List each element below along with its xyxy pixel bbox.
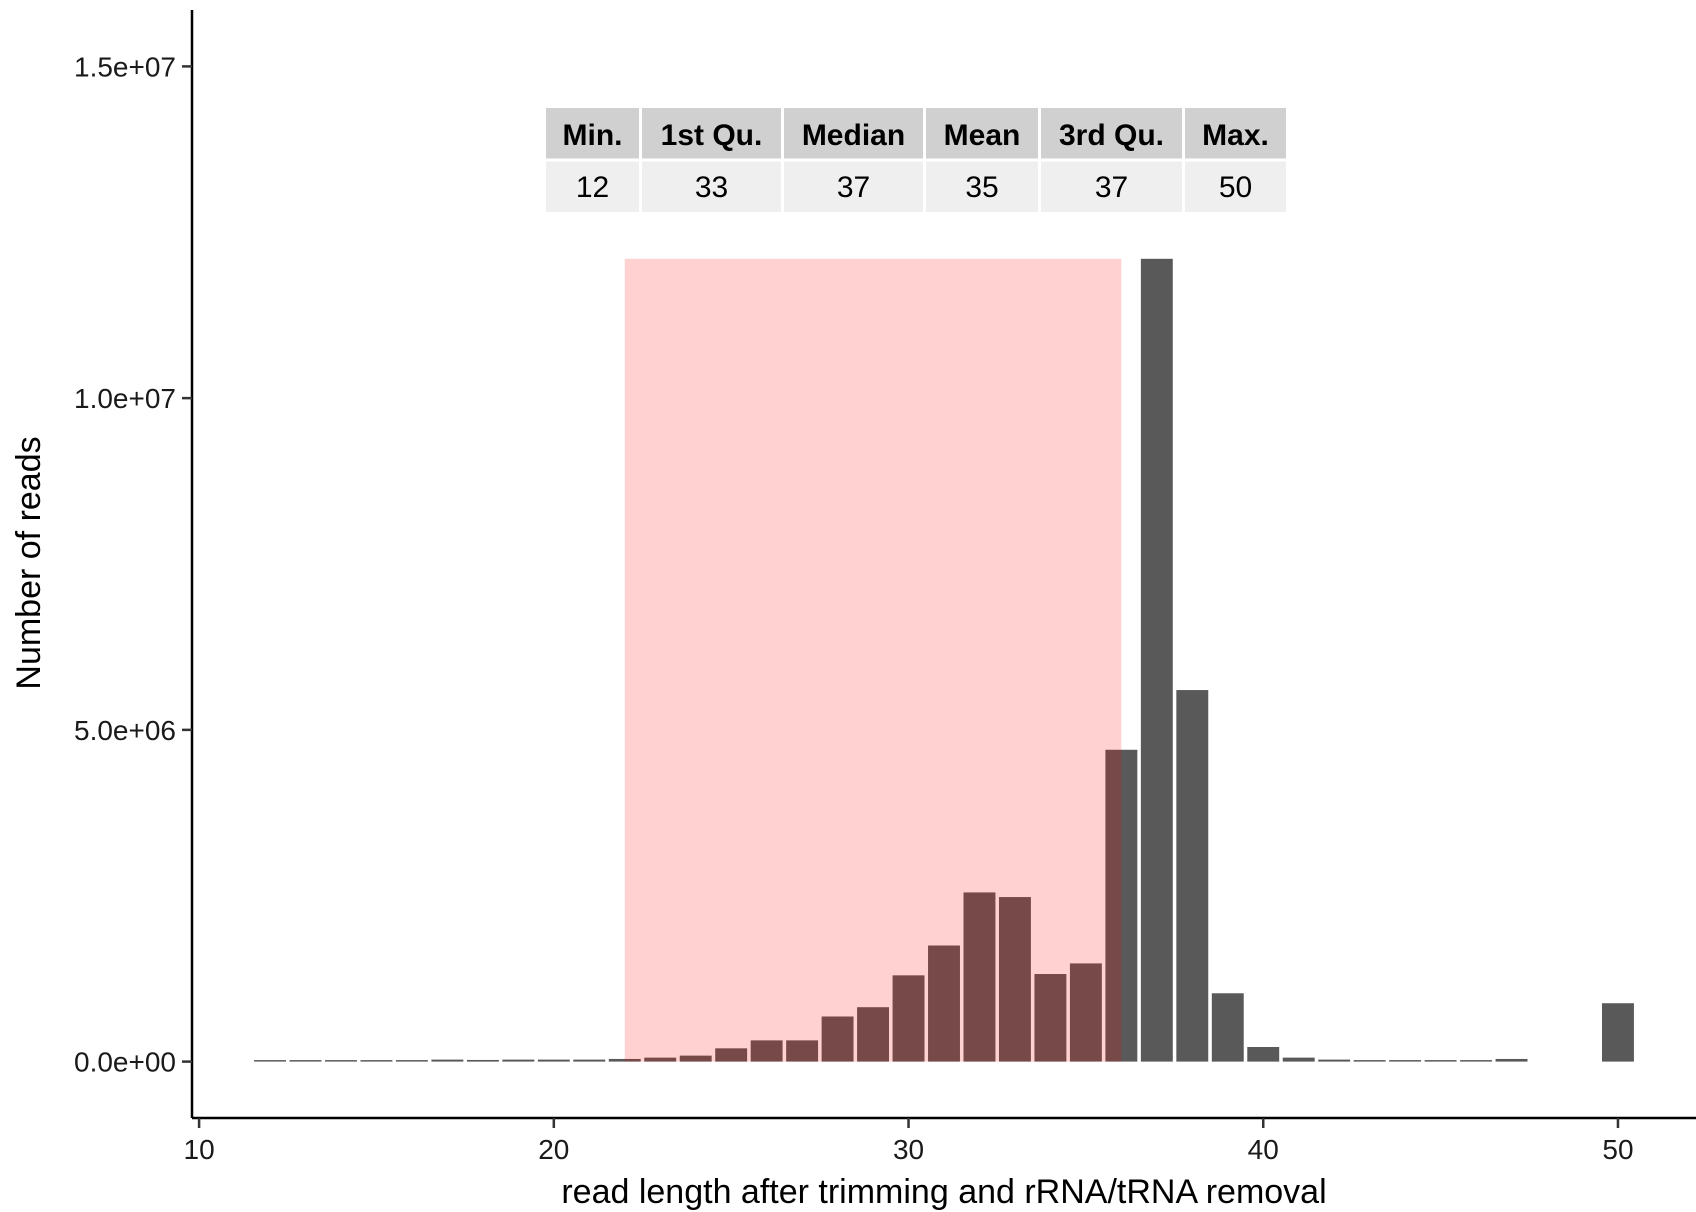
bar-50 — [1602, 1003, 1634, 1062]
table-header-cell — [1185, 108, 1286, 160]
bar-33 — [998, 897, 1031, 1062]
bar-43 — [1353, 1060, 1386, 1062]
table-value-cell — [1185, 160, 1286, 212]
bar-32 — [963, 892, 996, 1062]
bar-22 — [608, 1058, 641, 1062]
table-value-label: 37 — [837, 171, 870, 204]
bar-36 — [1105, 749, 1138, 1062]
bar-24 — [679, 1055, 712, 1062]
bar-35 — [1069, 963, 1102, 1062]
table-header-cell — [784, 108, 923, 160]
table-header-cell — [546, 108, 639, 160]
table-row-divider — [546, 158, 1286, 162]
table-header-label: Mean — [944, 119, 1021, 152]
y-tick-label: 1.5e+07 — [74, 51, 176, 82]
table-value-cell — [1041, 160, 1182, 212]
x-tick-label: 30 — [893, 1134, 924, 1165]
bar-39 — [1211, 993, 1244, 1062]
bar-26 — [750, 1040, 783, 1062]
highlight-region — [624, 258, 1122, 1062]
y-tick-label: 1.0e+07 — [74, 383, 176, 414]
bar-16 — [395, 1060, 428, 1062]
table-header-label: Median — [802, 119, 905, 152]
table-value-label: 37 — [1095, 171, 1128, 204]
x-tick-label: 10 — [184, 1134, 215, 1165]
table-value-cell — [642, 160, 781, 212]
bar-45 — [1424, 1060, 1457, 1062]
bar-29 — [857, 1007, 890, 1062]
bar-13 — [289, 1060, 322, 1062]
table-value-cell — [546, 160, 639, 212]
bar-27 — [786, 1040, 819, 1062]
bar-20 — [537, 1059, 570, 1062]
x-axis-ticks: 10 20 30 40 50 — [184, 1118, 1634, 1165]
bar-15 — [360, 1060, 393, 1062]
summary-table: Min. 12 1st Qu. 33 Median 37 Mean 35 3rd Qu. 37 Ma… — [546, 108, 1286, 212]
bar-30 — [892, 975, 925, 1062]
bar-46 — [1460, 1060, 1493, 1062]
bar-18 — [466, 1059, 499, 1062]
bar-42 — [1318, 1059, 1351, 1062]
bar-12 — [254, 1060, 286, 1062]
bar-21 — [573, 1059, 606, 1062]
y-tick-label: 5.0e+06 — [74, 715, 176, 746]
y-tick-label: 0.0e+00 — [74, 1047, 176, 1078]
bar-40 — [1247, 1047, 1280, 1062]
y-axis-title: Number of reads — [10, 436, 48, 689]
table-header-cell — [642, 108, 781, 160]
table-header-cell — [926, 108, 1038, 160]
bar-44 — [1389, 1060, 1422, 1062]
table-value-label: 33 — [695, 171, 728, 204]
bar-28 — [821, 1016, 854, 1062]
x-tick-label: 40 — [1248, 1134, 1279, 1165]
bar-31 — [928, 945, 960, 1062]
bar-25 — [715, 1048, 748, 1062]
x-tick-label: 50 — [1602, 1134, 1633, 1165]
bar-41 — [1282, 1057, 1315, 1062]
table-header-label: 3rd Qu. — [1059, 119, 1164, 152]
table-header-cell — [1041, 108, 1182, 160]
bar-14 — [325, 1060, 357, 1062]
table-value-cell — [784, 160, 923, 212]
x-axis-title: read length after trimming and rRNA/tRNA… — [561, 1173, 1326, 1211]
table-header-label: 1st Qu. — [661, 119, 763, 152]
table-value-cell — [926, 160, 1038, 212]
table-header-label: Min. — [563, 119, 623, 152]
bar-38 — [1176, 690, 1209, 1062]
bar-47 — [1495, 1058, 1528, 1062]
bar-37 — [1140, 258, 1173, 1062]
bar-17 — [431, 1059, 464, 1062]
table-value-label: 35 — [965, 171, 998, 204]
bar-34 — [1034, 974, 1067, 1062]
table-header-label: Max. — [1202, 119, 1269, 152]
y-axis-ticks: 0.0e+00 5.0e+06 1.0e+07 1.5e+07 — [74, 51, 192, 1078]
table-value-label: 12 — [576, 171, 609, 204]
bar-19 — [502, 1059, 535, 1062]
bars — [254, 258, 1634, 1062]
table-value-label: 50 — [1219, 171, 1252, 204]
x-tick-label: 20 — [538, 1134, 569, 1165]
bar-23 — [644, 1057, 677, 1062]
